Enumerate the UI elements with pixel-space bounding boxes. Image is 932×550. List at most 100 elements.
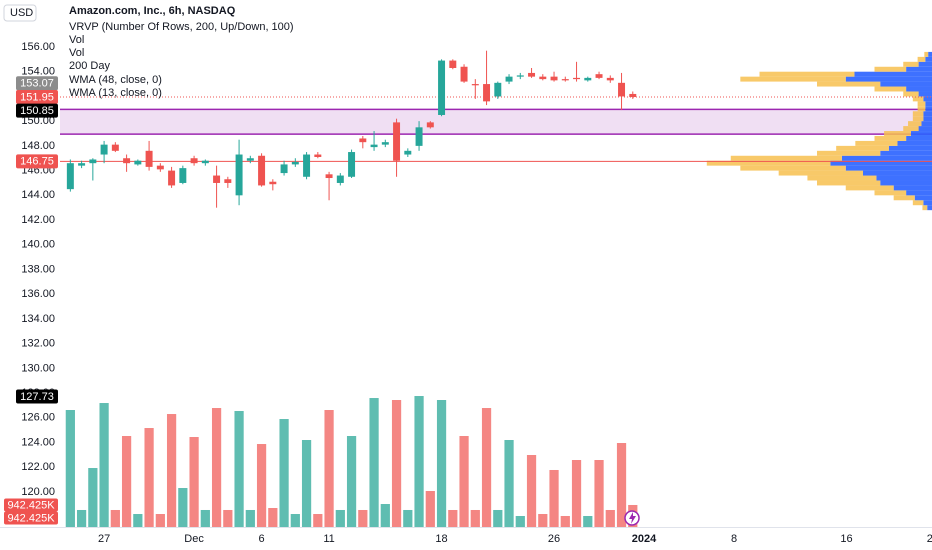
profile-up	[893, 185, 932, 191]
price-badge	[16, 90, 58, 105]
x-tick-label: 2024	[632, 533, 657, 545]
profile-up	[880, 180, 932, 186]
profile-down	[884, 131, 911, 136]
profile-up	[923, 116, 932, 122]
volume-bar	[189, 437, 199, 527]
candle-body	[359, 138, 367, 143]
profile-up	[841, 155, 932, 161]
profile-up	[854, 71, 932, 77]
candle-body	[246, 158, 254, 161]
legend-layer: USD Amazon.com, Inc., 6h, NASDAQ VRVP (N…	[3, 4, 932, 545]
candle-body	[201, 160, 209, 164]
profile-up	[927, 205, 932, 211]
profile-down	[855, 140, 898, 146]
candle-body	[213, 175, 221, 183]
volume-bar	[133, 514, 143, 527]
value-area	[60, 109, 932, 135]
profile-up	[897, 140, 932, 146]
candle-body	[494, 82, 502, 97]
price-badge	[16, 76, 58, 91]
candle-body	[100, 144, 108, 155]
profile-down	[874, 190, 907, 196]
volume-badge-label: 942.425K	[7, 499, 55, 511]
profile-down	[740, 165, 846, 171]
volume-bar	[380, 504, 390, 527]
candle-body	[89, 159, 97, 164]
profile-up	[923, 200, 932, 206]
candle-body	[224, 179, 232, 183]
volume-bar	[245, 509, 255, 527]
x-tick-label: 26	[548, 533, 560, 545]
y-tick-label: 138.00	[21, 263, 55, 275]
candle-body	[449, 60, 457, 68]
lightning-glyph	[629, 512, 636, 524]
candle-body	[528, 72, 536, 77]
candle-body	[460, 66, 468, 82]
chart-title: Amazon.com, Inc., 6h, NASDAQ	[69, 5, 236, 17]
volume-bar	[234, 411, 244, 527]
candle-body	[584, 77, 592, 81]
volume-bar	[358, 509, 368, 527]
profile-down	[817, 150, 881, 156]
volume-bar	[324, 410, 334, 527]
volume-bar	[560, 515, 570, 527]
candle-body	[303, 154, 311, 177]
volume-bar	[121, 436, 132, 527]
volume-bar	[346, 436, 357, 527]
volume-bar	[76, 509, 87, 527]
candle-body	[404, 150, 412, 155]
profile-down	[903, 61, 919, 67]
candle-body	[606, 77, 614, 81]
y-tick-label: 156.00	[21, 41, 55, 53]
profile-up	[928, 51, 932, 57]
y-tick-label: 120.00	[21, 486, 55, 498]
candle-body	[471, 84, 479, 86]
candle-body	[314, 154, 322, 157]
profile-down	[874, 66, 907, 72]
profile-up	[925, 106, 932, 112]
legend-entry: WMA (48, close, 0)	[69, 74, 162, 86]
x-tick-label: 6	[259, 533, 265, 545]
volume-bar	[301, 439, 312, 527]
volume-bar	[448, 509, 458, 527]
volume-bar	[594, 459, 604, 527]
profile-up	[906, 66, 932, 72]
volume-bar	[144, 428, 154, 527]
price-badge-label: 146.75	[20, 156, 54, 168]
price-badge	[16, 389, 58, 404]
volume-bar	[403, 509, 413, 527]
legend-entry: VRVP (Number Of Rows, 200, Up/Down, 100)	[69, 21, 294, 33]
back-layer	[60, 51, 932, 211]
legend-entry: 200 Day	[69, 60, 110, 72]
mid-layer	[65, 396, 638, 527]
profile-down	[807, 175, 877, 181]
y-tick-label: 130.00	[21, 362, 55, 374]
volume-bar	[583, 515, 593, 527]
profile-up	[923, 111, 932, 117]
legend-entry: WMA (13, close, 0)	[69, 87, 162, 99]
candle-body	[280, 164, 288, 174]
profile-up	[830, 160, 932, 166]
candle-body	[348, 152, 356, 177]
volume-bar	[290, 514, 300, 527]
volume-bar	[166, 414, 177, 527]
profile-up	[906, 135, 932, 141]
profile-up	[925, 101, 932, 107]
profile-down	[912, 200, 924, 206]
candle-body	[190, 158, 198, 164]
profile-up	[888, 145, 932, 151]
profile-up	[845, 165, 932, 171]
y-tick-label: 150.00	[21, 115, 55, 127]
volume-bar	[414, 396, 424, 527]
candle-body	[561, 79, 569, 81]
volume-bar	[425, 490, 435, 527]
profile-up	[906, 86, 932, 92]
candle-body	[179, 168, 187, 183]
volume-bar	[391, 400, 402, 527]
volume-bar	[538, 514, 548, 527]
x-tick-label: 11	[323, 533, 334, 545]
candle-body	[595, 74, 603, 78]
profile-down	[706, 160, 831, 166]
profile-down	[836, 145, 889, 151]
